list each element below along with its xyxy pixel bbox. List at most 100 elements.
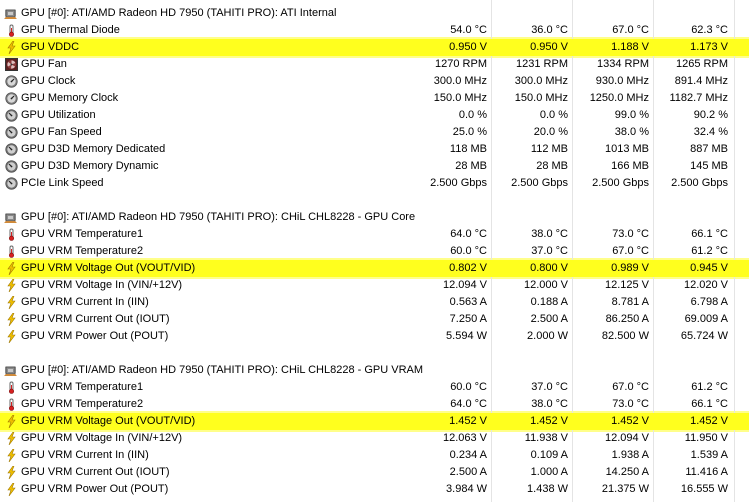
sensor-row[interactable]: GPU VRM Temperature2 60.0 °C 37.0 °C 67.0 °… [0,243,749,260]
sensor-value-average: 61.2 °C [691,381,728,393]
sensor-value-current: 1270 RPM [435,58,487,70]
sensor-row[interactable]: GPU Memory Clock 150.0 MHz 150.0 MHz 1250.0… [0,90,749,107]
sensor-value-maximum: 73.0 °C [612,228,649,240]
sensor-row[interactable]: GPU Clock 300.0 MHz 300.0 MHz 930.0 MHz 891.… [0,73,749,90]
sensor-value-average: 32.4 % [693,126,728,138]
sensor-value-maximum: 1334 RPM [597,58,649,70]
sensor-value-current: 2.500 Gbps [430,177,487,189]
sensor-value-average: 90.2 % [693,109,728,121]
sensor-label: GPU VRM Current In (IIN) [21,449,149,461]
sensor-label: GPU VRM Voltage Out (VOUT/VID) [21,415,196,427]
sensor-value-maximum: 1.452 V [611,415,649,427]
sensor-row[interactable]: GPU Fan 1270 RPM 1231 RPM 1334 RPM 1265 RPM [0,56,749,73]
sensor-value-current: 28 MB [455,160,487,172]
voltage-bolt-icon [5,296,18,309]
thermometer-icon [5,228,18,241]
sensor-value-maximum: 99.0 % [614,109,649,121]
sensor-label: GPU Utilization [21,109,96,121]
sensor-value-maximum: 67.0 °C [612,245,649,257]
sensor-row[interactable]: GPU VRM Power Out (POUT) 3.984 W 1.438 W 21… [0,481,749,498]
sensor-row[interactable]: GPU VRM Temperature1 60.0 °C 37.0 °C 67.0 °… [0,379,749,396]
sensor-value-maximum: 1.938 A [611,449,649,461]
sensor-row[interactable]: PCIe Link Speed 2.500 Gbps 2.500 Gbps 2.500… [0,175,749,192]
sensor-value-current: 12.063 V [442,432,487,444]
sensor-value-maximum: 82.500 W [601,330,649,342]
sensor-row[interactable]: GPU VRM Voltage Out (VOUT/VID) 0.802 V 0.8… [0,258,749,279]
sensor-value-current: 54.0 °C [450,24,487,36]
sensor-row[interactable]: GPU VRM Voltage Out (VOUT/VID) 1.452 V 1.4… [0,411,749,432]
sensor-value-current: 7.250 A [449,313,487,325]
sensor-value-current: 300.0 MHz [433,75,487,87]
gauge-icon [5,126,18,139]
sensor-label: GPU Clock [21,75,76,87]
sensor-value-maximum: 38.0 % [614,126,649,138]
voltage-bolt-icon [5,279,18,292]
sensor-row[interactable]: GPU VRM Temperature1 64.0 °C 38.0 °C 73.0 °… [0,226,749,243]
voltage-bolt-icon [5,415,18,428]
voltage-bolt-icon [5,262,18,275]
sensor-value-minimum: 0.188 A [530,296,568,308]
sensor-row[interactable]: GPU VRM Voltage In (VIN/+12V) 12.094 V 12.… [0,277,749,294]
sensor-label: GPU VRM Temperature1 [21,381,144,393]
sensor-label: GPU Memory Clock [21,92,119,104]
sensor-label: GPU VRM Power Out (POUT) [21,330,169,342]
sensor-value-current: 0.234 A [449,449,487,461]
section-header[interactable]: GPU [#0]: ATI/AMD Radeon HD 7950 (TAHITI… [0,209,749,226]
sensor-row[interactable]: GPU VRM Current In (IIN) 0.563 A 0.188 A 8.… [0,294,749,311]
voltage-bolt-icon [5,313,18,326]
sensor-row[interactable]: GPU VRM Voltage In (VIN/+12V) 12.063 V 11.… [0,430,749,447]
sensor-label: GPU VRM Temperature2 [21,245,144,257]
sensor-value-average: 6.798 A [690,296,728,308]
sensor-row[interactable]: GPU Utilization 0.0 % 0.0 % 99.0 % 90.2 % [0,107,749,124]
section-header[interactable]: GPU [#0]: ATI/AMD Radeon HD 7950 (TAHITI… [0,362,749,379]
gauge-icon [5,160,18,173]
sensor-label: GPU VRM Current Out (IOUT) [21,313,170,325]
thermometer-icon [5,381,18,394]
sensor-value-maximum: 12.125 V [604,279,649,291]
chip-icon [4,364,17,377]
sensor-row[interactable]: GPU Fan Speed 25.0 % 20.0 % 38.0 % 32.4 % [0,124,749,141]
section-title: GPU [#0]: ATI/AMD Radeon HD 7950 (TAHITI… [21,211,416,223]
sensor-value-average: 0.945 V [690,262,728,274]
sensor-value-minimum: 0.0 % [539,109,568,121]
sensor-value-current: 12.094 V [442,279,487,291]
sensor-label: GPU VRM Voltage In (VIN/+12V) [21,432,183,444]
section-header[interactable]: GPU [#0]: ATI/AMD Radeon HD 7950 (TAHITI… [0,5,749,22]
thermometer-icon [5,245,18,258]
sensor-value-average: 1182.7 MHz [669,92,729,104]
sensor-value-minimum: 1.438 W [527,483,568,495]
sensor-value-average: 1265 RPM [676,58,728,70]
sensor-row[interactable]: GPU VRM Temperature2 64.0 °C 38.0 °C 73.0 °… [0,396,749,413]
sensor-value-current: 0.563 A [449,296,487,308]
fan-icon [5,58,18,71]
sensor-value-average: 2.500 Gbps [671,177,728,189]
sensor-value-maximum: 67.0 °C [612,24,649,36]
sensor-label: GPU VRM Voltage In (VIN/+12V) [21,279,183,291]
sensor-value-minimum: 0.800 V [530,262,568,274]
sensor-row[interactable]: GPU VRM Current Out (IOUT) 2.500 A 1.000 A… [0,464,749,481]
sensor-value-minimum: 1.452 V [530,415,568,427]
sensor-row[interactable]: GPU VRM Current In (IIN) 0.234 A 0.109 A 1.… [0,447,749,464]
thermometer-icon [5,398,18,411]
sensor-value-minimum: 2.500 A [530,313,568,325]
sensor-value-minimum: 28 MB [536,160,568,172]
sensor-value-maximum: 1250.0 MHz [589,92,649,104]
thermometer-icon [5,24,18,37]
voltage-bolt-icon [5,432,18,445]
sensor-value-average: 62.3 °C [691,24,728,36]
sensor-row[interactable]: GPU VDDC 0.950 V 0.950 V 1.188 V 1.173 V [0,37,749,58]
sensor-value-maximum: 14.250 A [605,466,649,478]
sensor-value-maximum: 1013 MB [604,143,649,155]
sensor-row[interactable]: GPU D3D Memory Dynamic 28 MB 28 MB 166 MB 14… [0,158,749,175]
sensor-value-minimum: 1231 RPM [516,58,568,70]
sensor-row[interactable]: GPU VRM Current Out (IOUT) 7.250 A 2.500 A… [0,311,749,328]
sensor-value-maximum: 21.375 W [601,483,649,495]
sensor-row[interactable]: GPU D3D Memory Dedicated 118 MB 112 MB 1013… [0,141,749,158]
sensor-row[interactable]: GPU Thermal Diode 54.0 °C 36.0 °C 67.0 °C 62… [0,22,749,39]
sensor-value-average: 145 MB [690,160,728,172]
sensor-value-minimum: 2.000 W [527,330,568,342]
sensor-row[interactable]: GPU VRM Power Out (POUT) 5.594 W 2.000 W 82… [0,328,749,345]
sensor-value-maximum: 1.188 V [611,41,649,53]
sensor-value-minimum: 20.0 % [533,126,568,138]
chip-icon [4,7,17,20]
